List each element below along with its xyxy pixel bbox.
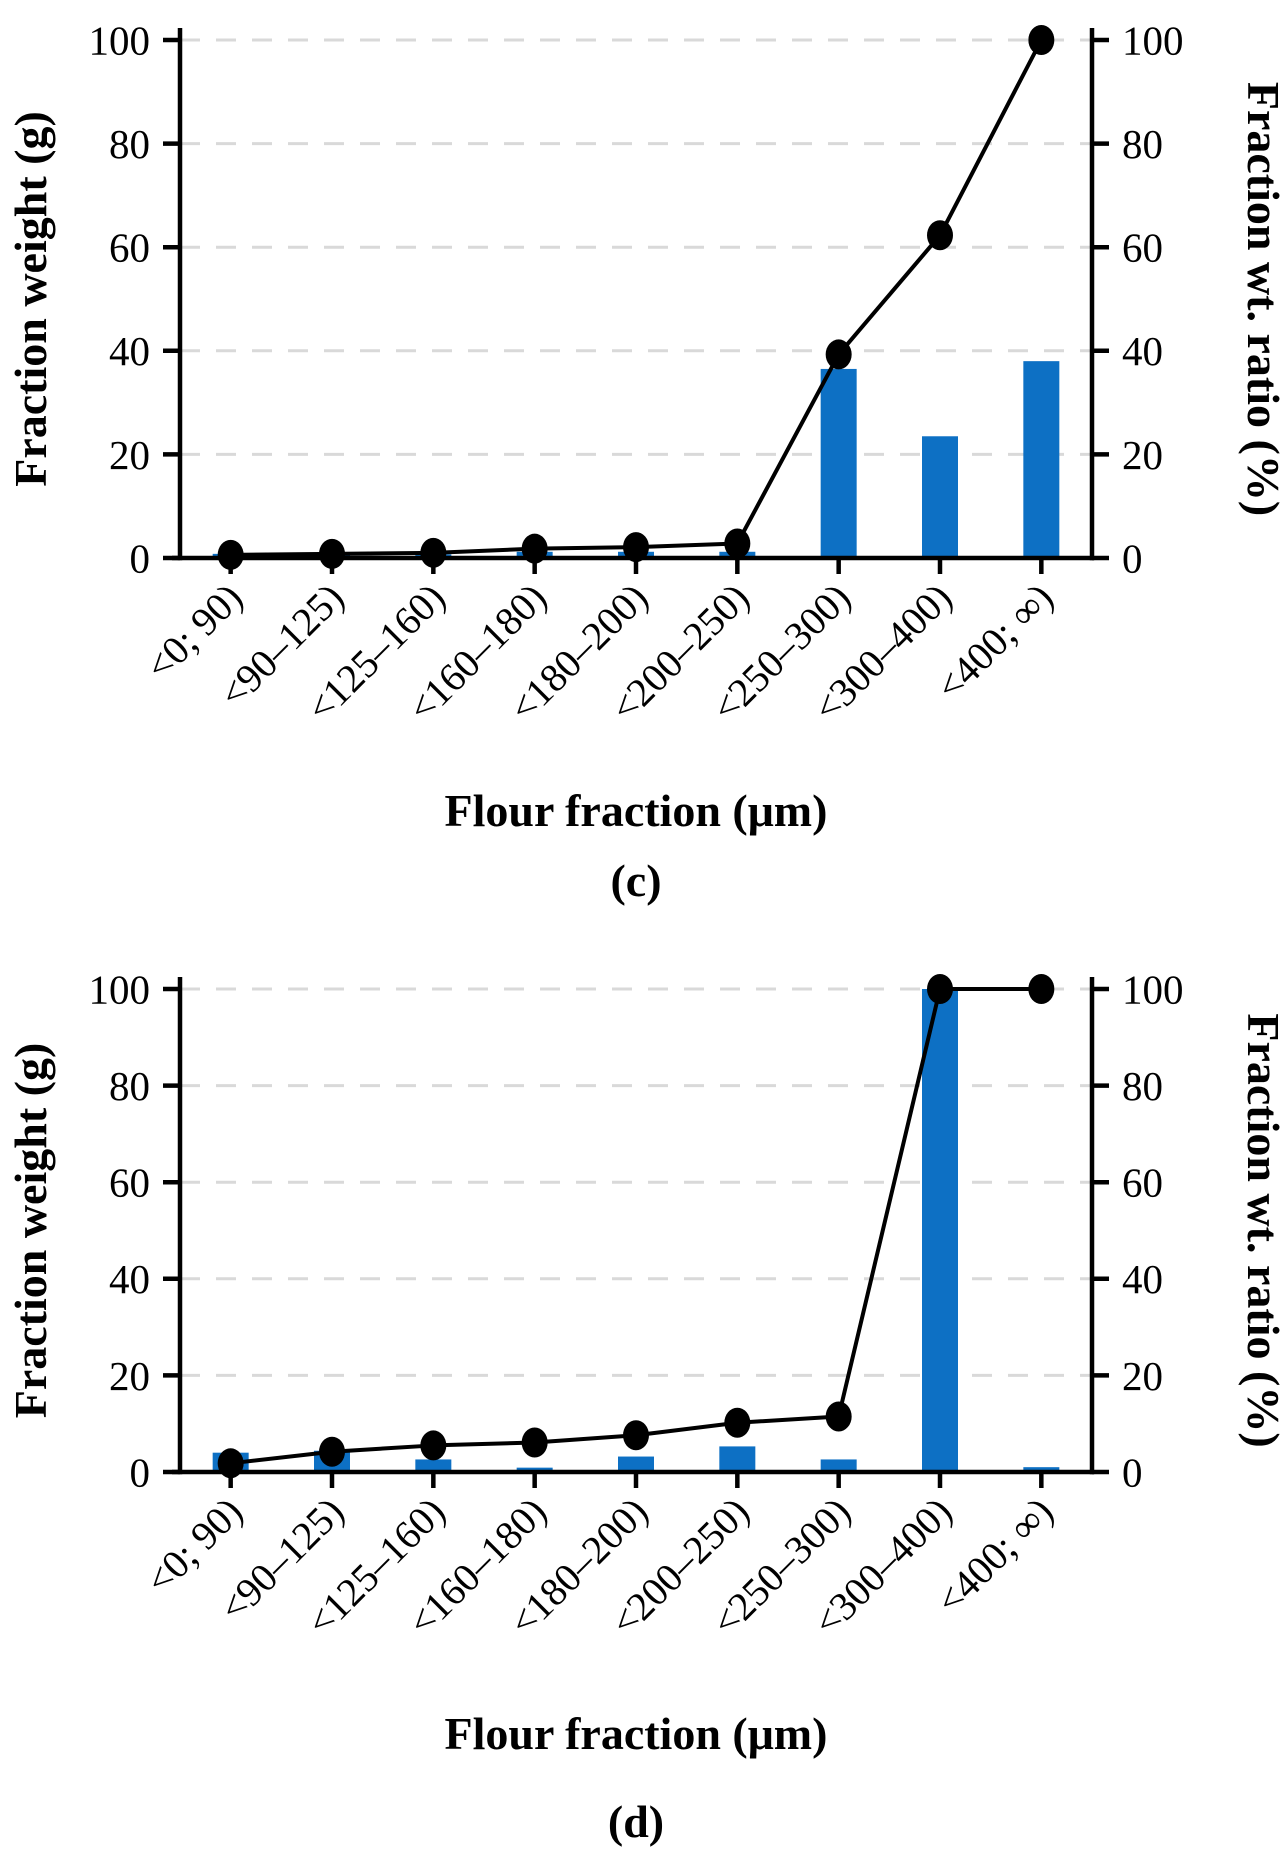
bar-category-8 <box>1023 361 1060 558</box>
left-y-tick-label: 100 <box>89 17 151 63</box>
cumulative-ratio-line <box>230 39 1044 557</box>
left-y-tick-label: 60 <box>109 1160 150 1206</box>
line-marker-1 <box>319 1436 345 1467</box>
line-marker-8 <box>1028 974 1055 1004</box>
left-y-axis-title: Fraction weight (g) <box>5 111 56 487</box>
right-y-tick-label: 0 <box>1122 535 1143 581</box>
line-marker-3 <box>521 1427 548 1458</box>
subfigure-caption: (d) <box>608 1796 664 1847</box>
subfigure-caption: (c) <box>610 855 661 906</box>
right-y-axis-title: Fraction wt. ratio (%) <box>1238 82 1286 516</box>
right-y-tick-label: 0 <box>1122 1449 1143 1495</box>
line-marker-5 <box>724 1407 751 1438</box>
line-marker-7 <box>927 974 953 1004</box>
line-marker-6 <box>825 339 852 370</box>
line-marker-2 <box>420 1430 447 1461</box>
chart-d: 0 0 20 20 40 40 60 60 80 80 100 100 <0; 90) <90–125) <… <box>0 937 1286 1874</box>
left-y-tick-label: 20 <box>109 432 150 478</box>
bar-category-7 <box>922 989 958 1472</box>
left-y-axis-title: Fraction weight (g) <box>5 1043 56 1419</box>
right-y-tick-label: 60 <box>1122 1160 1163 1206</box>
right-y-tick-label: 100 <box>1122 17 1184 63</box>
left-y-tick-label: 80 <box>109 1063 150 1109</box>
left-y-tick-label: 20 <box>109 1353 150 1399</box>
cumulative-ratio-line <box>230 987 1042 1466</box>
bar-category-2 <box>415 1459 452 1472</box>
bar-category-7 <box>922 436 958 558</box>
right-y-tick-label: 100 <box>1122 966 1184 1012</box>
line-marker-4 <box>623 1420 649 1451</box>
line-marker-2 <box>420 537 447 568</box>
line-marker-4 <box>623 532 649 563</box>
line-marker-5 <box>724 528 751 559</box>
line-marker-1 <box>319 538 345 569</box>
bar-category-6 <box>820 368 857 558</box>
line-marker-0 <box>217 539 244 570</box>
line-marker-3 <box>521 533 548 564</box>
left-y-tick-label: 40 <box>109 328 150 374</box>
bar-category-8 <box>1023 1467 1060 1472</box>
bar-category-6 <box>820 1459 857 1472</box>
chart-c: 0 0 20 20 40 40 60 60 80 80 100 100 <0; 90) <90–125) <… <box>5 17 1286 906</box>
right-y-tick-label: 40 <box>1122 328 1163 374</box>
right-y-tick-label: 20 <box>1122 432 1163 478</box>
x-axis-title: Flour fraction (μm) <box>445 785 828 836</box>
left-y-tick-label: 60 <box>109 225 150 271</box>
right-y-tick-label: 80 <box>1122 121 1163 167</box>
right-y-axis-title: Fraction wt. ratio (%) <box>1238 1013 1286 1447</box>
left-y-tick-label: 80 <box>109 121 150 167</box>
right-y-tick-label: 60 <box>1122 225 1163 271</box>
bar-category-4 <box>618 1456 654 1472</box>
right-y-tick-label: 20 <box>1122 1353 1163 1399</box>
right-y-tick-label: 40 <box>1122 1256 1163 1302</box>
line-marker-7 <box>927 220 953 251</box>
line-marker-6 <box>825 1401 852 1432</box>
line-marker-0 <box>217 1448 244 1479</box>
right-y-tick-label: 80 <box>1122 1063 1163 1109</box>
bar-category-5 <box>719 1446 756 1472</box>
left-y-tick-label: 40 <box>109 1256 150 1302</box>
line-marker-8 <box>1028 25 1055 55</box>
left-y-tick-label: 0 <box>130 1449 151 1495</box>
left-y-tick-label: 0 <box>130 535 151 581</box>
x-axis-title: Flour fraction (μm) <box>445 1708 828 1759</box>
left-y-tick-label: 100 <box>89 966 151 1012</box>
